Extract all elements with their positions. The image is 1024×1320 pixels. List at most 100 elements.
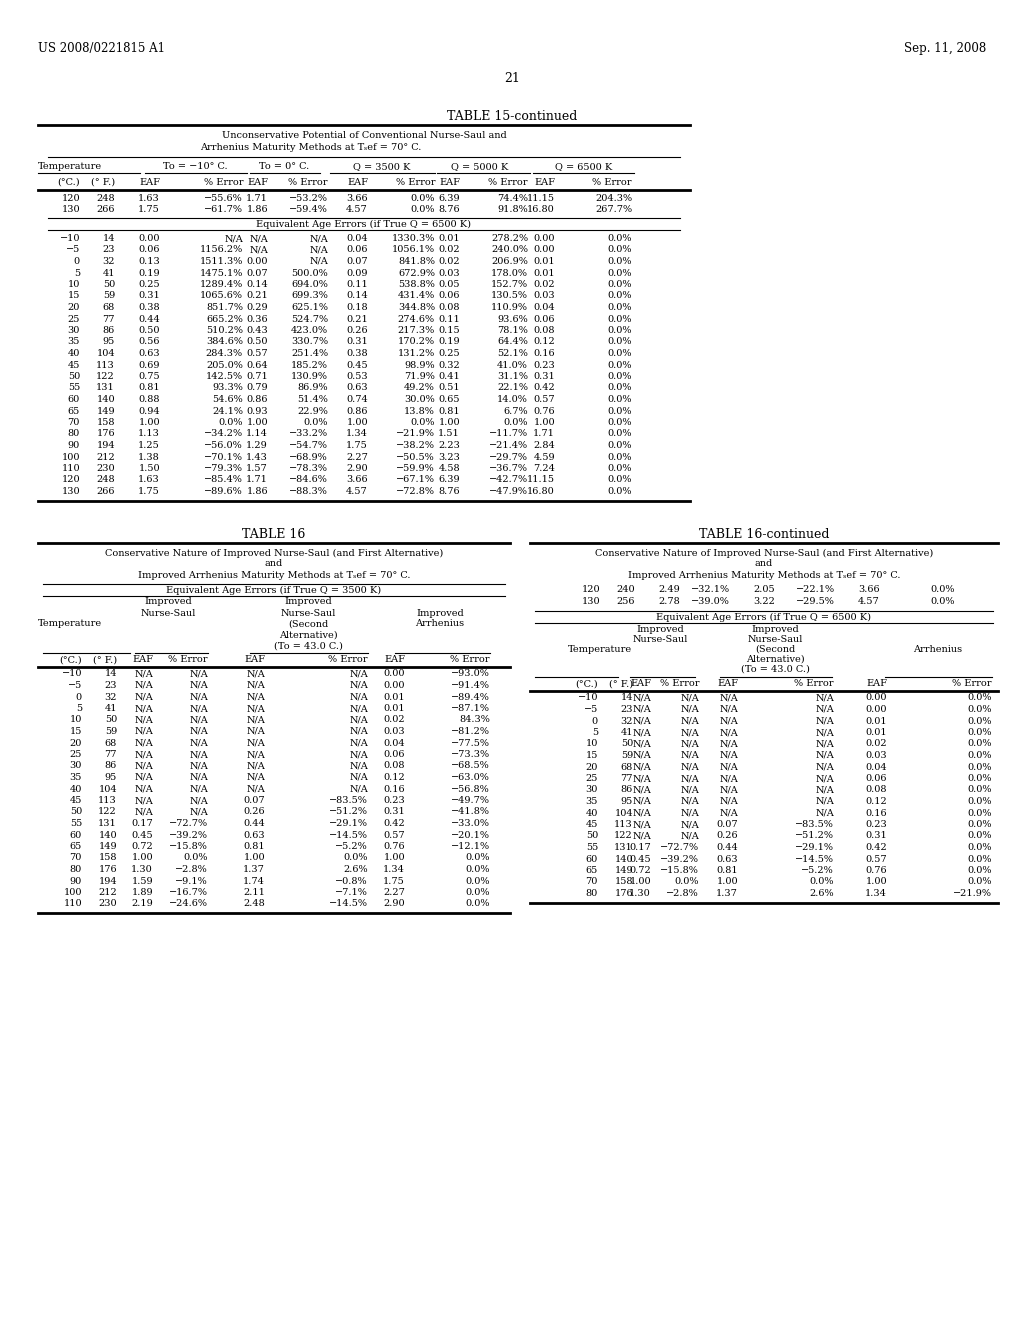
Text: 49.2%: 49.2%	[404, 384, 435, 392]
Text: 0.81: 0.81	[244, 842, 265, 851]
Text: −29.5%: −29.5%	[796, 597, 835, 606]
Text: Equivalent Age Errors (if True Q = 6500 K): Equivalent Age Errors (if True Q = 6500 …	[256, 220, 471, 230]
Text: 52.1%: 52.1%	[497, 348, 528, 358]
Text: Conservative Nature of Improved Nurse-Saul (and First Alternative): Conservative Nature of Improved Nurse-Sa…	[104, 549, 443, 557]
Text: N/A: N/A	[719, 751, 738, 760]
Text: −20.1%: −20.1%	[451, 830, 490, 840]
Text: 140: 140	[98, 830, 117, 840]
Text: 178.0%: 178.0%	[490, 268, 528, 277]
Text: N/A: N/A	[680, 717, 699, 726]
Text: 0.0%: 0.0%	[968, 820, 992, 829]
Text: 80: 80	[70, 865, 82, 874]
Text: 50: 50	[102, 280, 115, 289]
Text: 204.3%: 204.3%	[595, 194, 632, 203]
Text: 100: 100	[61, 453, 80, 462]
Text: 120: 120	[582, 586, 600, 594]
Text: TABLE 15-continued: TABLE 15-continued	[446, 110, 578, 123]
Text: 0.14: 0.14	[346, 292, 368, 301]
Text: 0.57: 0.57	[247, 348, 268, 358]
Text: N/A: N/A	[719, 763, 738, 771]
Text: 0.16: 0.16	[383, 784, 406, 793]
Text: 0.07: 0.07	[247, 268, 268, 277]
Text: −38.2%: −38.2%	[396, 441, 435, 450]
Text: 1056.1%: 1056.1%	[392, 246, 435, 255]
Text: 86: 86	[621, 785, 633, 795]
Text: 140: 140	[614, 854, 633, 863]
Text: 50: 50	[104, 715, 117, 725]
Text: 3.23: 3.23	[438, 453, 460, 462]
Text: 248: 248	[96, 194, 115, 203]
Text: 86: 86	[102, 326, 115, 335]
Text: % Error: % Error	[659, 680, 699, 689]
Text: 0.0%: 0.0%	[968, 693, 992, 702]
Text: 0.19: 0.19	[138, 268, 160, 277]
Text: 1.51: 1.51	[438, 429, 460, 438]
Text: N/A: N/A	[134, 669, 153, 678]
Text: 0.11: 0.11	[346, 280, 368, 289]
Text: TABLE 16-continued: TABLE 16-continued	[698, 528, 829, 541]
Text: 0.0%: 0.0%	[466, 865, 490, 874]
Text: 65: 65	[70, 842, 82, 851]
Text: N/A: N/A	[246, 715, 265, 725]
Text: −33.2%: −33.2%	[289, 429, 328, 438]
Text: 0.69: 0.69	[138, 360, 160, 370]
Text: 113: 113	[614, 820, 633, 829]
Text: 851.7%: 851.7%	[206, 304, 243, 312]
Text: 431.4%: 431.4%	[397, 292, 435, 301]
Text: 4.59: 4.59	[534, 453, 555, 462]
Text: Nurse-Saul: Nurse-Saul	[140, 609, 196, 618]
Text: 90: 90	[68, 441, 80, 450]
Text: 122: 122	[614, 832, 633, 841]
Text: 694.0%: 694.0%	[291, 280, 328, 289]
Text: 1.00: 1.00	[630, 878, 651, 887]
Text: 60: 60	[70, 830, 82, 840]
Text: N/A: N/A	[719, 797, 738, 807]
Text: 0.0%: 0.0%	[411, 194, 435, 203]
Text: 1.34: 1.34	[865, 888, 887, 898]
Text: 0.94: 0.94	[138, 407, 160, 416]
Text: 0.76: 0.76	[383, 842, 406, 851]
Text: 55: 55	[70, 818, 82, 828]
Text: 1065.6%: 1065.6%	[200, 292, 243, 301]
Text: 0.41: 0.41	[438, 372, 460, 381]
Text: 78.1%: 78.1%	[497, 326, 528, 335]
Text: −14.5%: −14.5%	[795, 854, 834, 863]
Text: 1.13: 1.13	[138, 429, 160, 438]
Text: 140: 140	[96, 395, 115, 404]
Text: 0.04: 0.04	[534, 304, 555, 312]
Text: 248: 248	[96, 475, 115, 484]
Text: 205.0%: 205.0%	[206, 360, 243, 370]
Text: 0.23: 0.23	[865, 820, 887, 829]
Text: N/A: N/A	[246, 750, 265, 759]
Text: 0.00: 0.00	[534, 246, 555, 255]
Text: Improved: Improved	[144, 598, 191, 606]
Text: 4.58: 4.58	[438, 465, 460, 473]
Text: 0.0%: 0.0%	[607, 326, 632, 335]
Text: 0.01: 0.01	[534, 268, 555, 277]
Text: 0.07: 0.07	[346, 257, 368, 267]
Text: 0.0%: 0.0%	[607, 360, 632, 370]
Text: Equivalent Age Errors (if True Q = 6500 K): Equivalent Age Errors (if True Q = 6500 …	[656, 612, 871, 622]
Text: 1.63: 1.63	[138, 194, 160, 203]
Text: 0.31: 0.31	[534, 372, 555, 381]
Text: −78.3%: −78.3%	[289, 465, 328, 473]
Text: EAF: EAF	[384, 656, 406, 664]
Text: 0.38: 0.38	[138, 304, 160, 312]
Text: N/A: N/A	[246, 669, 265, 678]
Text: 1.63: 1.63	[138, 475, 160, 484]
Text: 0.0%: 0.0%	[968, 878, 992, 887]
Text: Alternative): Alternative)	[745, 655, 804, 664]
Text: Arrhenius: Arrhenius	[416, 619, 465, 628]
Text: 251.4%: 251.4%	[291, 348, 328, 358]
Text: 0.75: 0.75	[138, 372, 160, 381]
Text: 1.71: 1.71	[246, 194, 268, 203]
Text: 45: 45	[70, 796, 82, 805]
Text: 60: 60	[586, 854, 598, 863]
Text: 0.0%: 0.0%	[607, 348, 632, 358]
Text: 0.0%: 0.0%	[303, 418, 328, 426]
Text: 0.01: 0.01	[865, 729, 887, 737]
Text: 0.08: 0.08	[534, 326, 555, 335]
Text: 86: 86	[104, 762, 117, 771]
Text: 0.0%: 0.0%	[968, 739, 992, 748]
Text: 0.25: 0.25	[438, 348, 460, 358]
